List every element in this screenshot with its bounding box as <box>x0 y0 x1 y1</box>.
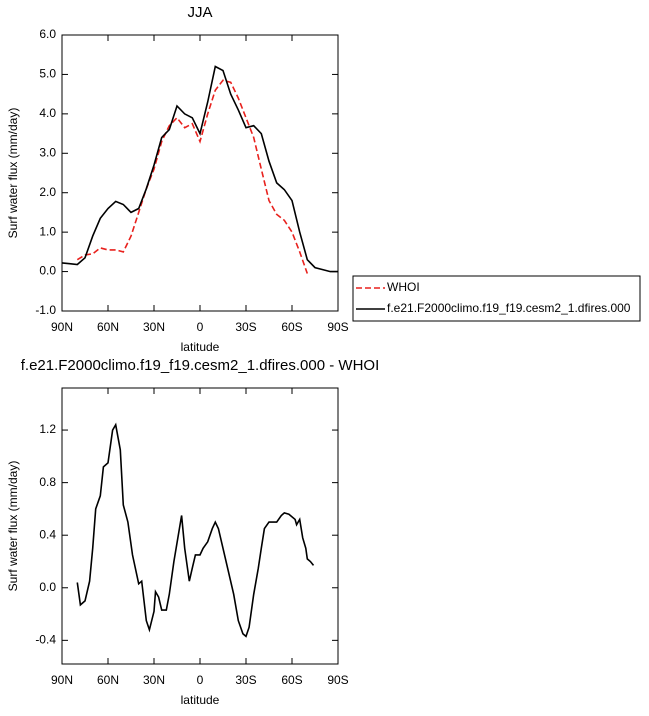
data-line <box>76 79 309 274</box>
y-tick-label: 1.0 <box>39 224 56 238</box>
chart-title: JJA <box>187 4 212 21</box>
x-tick-label: 90S <box>327 320 348 334</box>
x-tick-label: 60S <box>281 320 302 334</box>
x-tick-label: 30N <box>143 673 165 687</box>
y-tick-label: 4.0 <box>39 106 56 120</box>
legend-box <box>352 275 641 322</box>
x-tick-label: 90S <box>327 673 348 687</box>
plot-frame <box>61 387 339 665</box>
y-tick-label: 0.0 <box>39 264 56 278</box>
x-tick-label: 60N <box>97 673 119 687</box>
y-tick-label: 0.0 <box>39 580 56 594</box>
x-tick-label: 90N <box>51 320 73 334</box>
x-axis-label: latitude <box>181 693 220 707</box>
y-tick-label: 0.4 <box>39 527 56 541</box>
x-tick-label: 60N <box>97 320 119 334</box>
legend-label: f.e21.F2000climo.f19_f19.cesm2_1.dfires.… <box>387 301 631 315</box>
y-tick-label: 2.0 <box>39 185 56 199</box>
y-axis-label: Surf water flux (mm/day) <box>6 461 20 592</box>
x-tick-label: 0 <box>197 320 204 334</box>
y-tick-label: -1.0 <box>35 303 56 317</box>
y-tick-label: 5.0 <box>39 67 56 81</box>
y-tick-label: 1.2 <box>39 422 56 436</box>
x-axis-label: latitude <box>181 340 220 354</box>
x-tick-label: 30S <box>235 320 256 334</box>
y-tick-label: 6.0 <box>39 27 56 41</box>
y-tick-label: 3.0 <box>39 145 56 159</box>
data-line <box>76 422 315 638</box>
x-tick-label: 90N <box>51 673 73 687</box>
y-axis-label: Surf water flux (mm/day) <box>6 108 20 239</box>
y-tick-label: -0.4 <box>35 633 56 647</box>
data-line <box>61 65 338 273</box>
x-tick-label: 30N <box>143 320 165 334</box>
x-tick-label: 60S <box>281 673 302 687</box>
legend-label: WHOI <box>387 280 420 294</box>
x-tick-label: 0 <box>197 673 204 687</box>
chart-title: f.e21.F2000climo.f19_f19.cesm2_1.dfires.… <box>21 357 380 374</box>
y-tick-label: 0.8 <box>39 475 56 489</box>
x-tick-label: 30S <box>235 673 256 687</box>
plot-frame <box>61 34 339 312</box>
